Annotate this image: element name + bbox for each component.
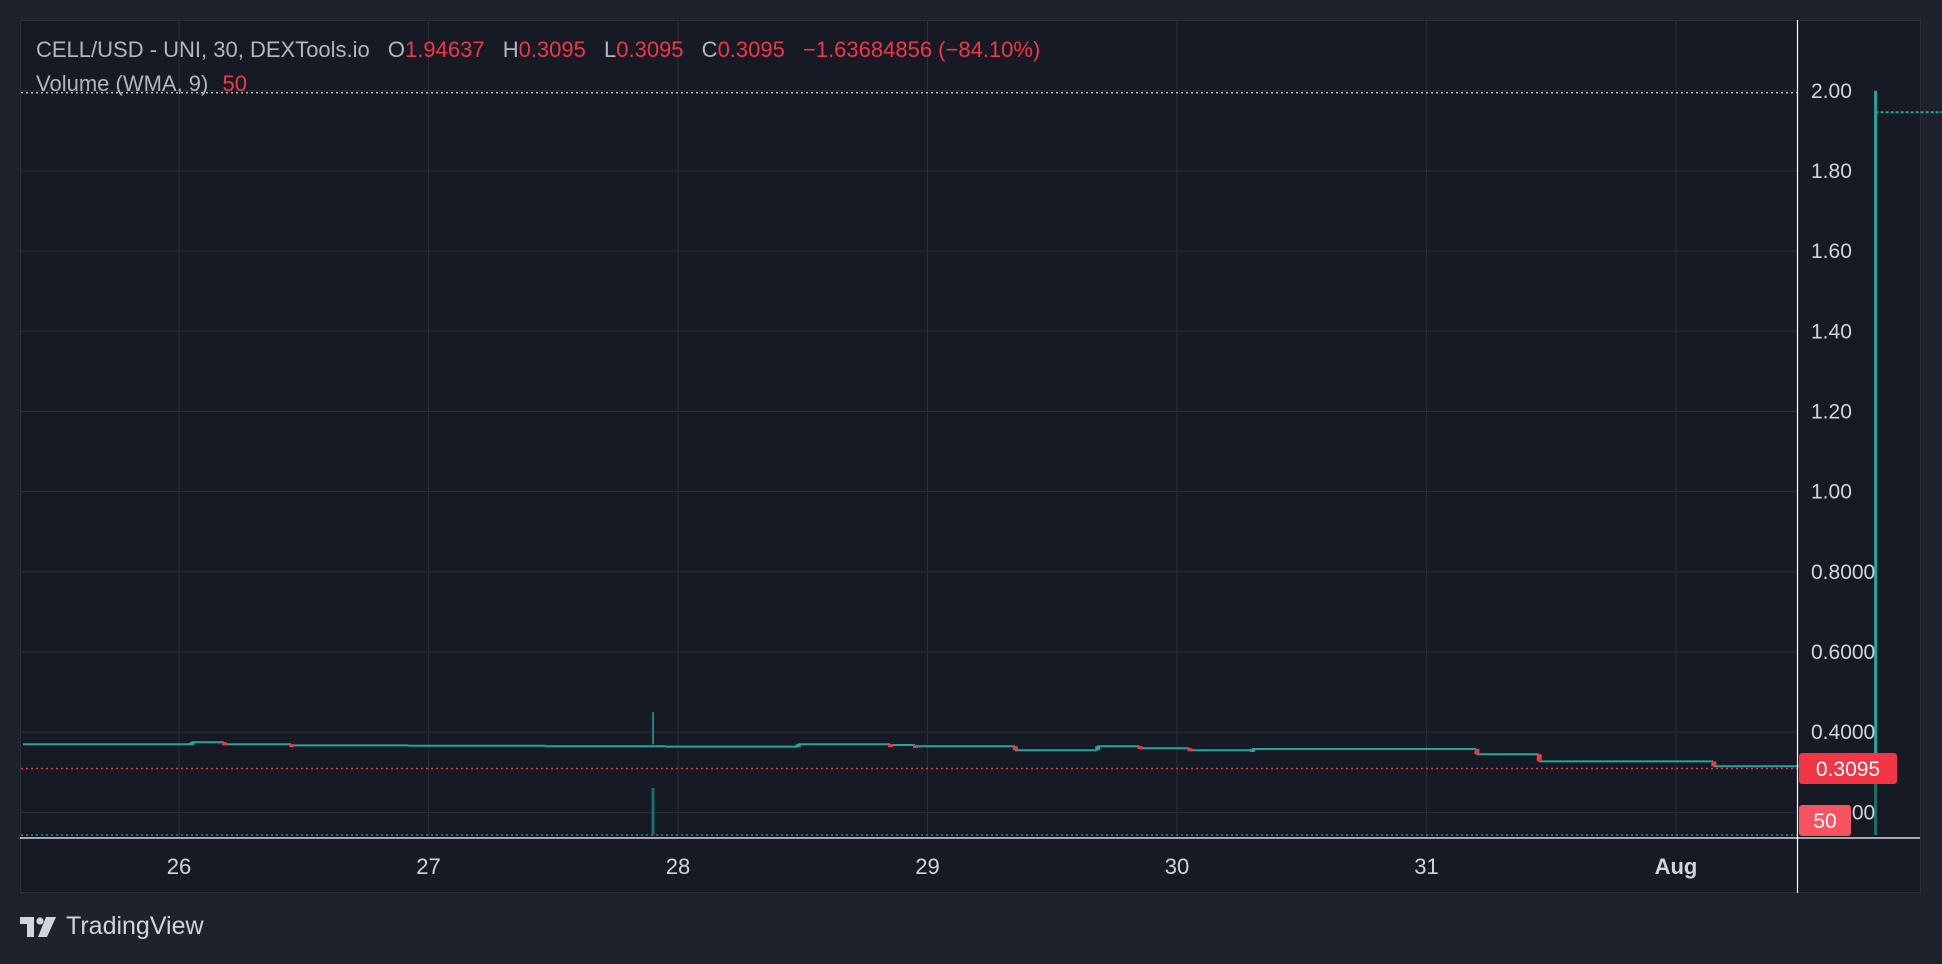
volume-series — [21, 756, 1878, 836]
x-tick-label: 26 — [167, 854, 191, 879]
symbol-label: CELL/USD - UNI, 30, DEXTools.io — [36, 37, 370, 62]
x-tick-label: 30 — [1165, 854, 1189, 879]
high-label: H — [502, 37, 519, 62]
y-tick-label: 1.00 — [1811, 481, 1852, 504]
volume-bar — [651, 788, 655, 835]
y-tick-label: 1.40 — [1811, 320, 1852, 343]
volume-tag: 50 — [1813, 810, 1836, 833]
open-value: 1.94637 — [405, 37, 485, 62]
last-price-tag: 0.3095 — [1816, 758, 1880, 781]
step-candle — [1249, 749, 1255, 753]
step-candle — [1137, 746, 1143, 750]
step-candle — [189, 742, 195, 746]
step-candle — [1187, 748, 1193, 752]
axes: 2.00 1.80 1.60 1.40 1.20 1.00 0.8000 0.6000 0.40… — [20, 20, 1920, 893]
low-label: L — [604, 37, 617, 62]
y-tick-label: 1.60 — [1811, 240, 1852, 263]
volume-bar — [1874, 756, 1878, 835]
y-tick-label: 1.80 — [1811, 160, 1852, 183]
x-tick-label: 29 — [915, 854, 939, 879]
grid-lines — [21, 21, 1797, 838]
step-candle — [289, 744, 295, 748]
step-candle — [913, 744, 919, 748]
last-price-tag-bg — [1799, 753, 1897, 784]
x-tick-label: 28 — [666, 854, 690, 879]
step-candle — [888, 744, 894, 748]
step-candle — [1474, 749, 1480, 755]
volume-label: Volume (WMA, 9) — [36, 71, 209, 96]
step-candle — [1012, 746, 1018, 751]
volume-tag-bg — [1799, 805, 1851, 836]
y-tick-label: 0.6000 — [1811, 641, 1875, 664]
price-tags: 0.3095 50 — [1799, 753, 1897, 836]
chart-panel[interactable] — [20, 20, 1921, 893]
price-series — [21, 90, 1942, 770]
step-candle — [1536, 754, 1542, 762]
open-label: O — [387, 37, 406, 62]
low-value: 0.3095 — [616, 37, 684, 62]
change-value: −1.63684856 (−84.10%) — [802, 37, 1041, 62]
step-candle — [221, 742, 227, 746]
step-candle — [795, 744, 801, 748]
y-tick-label: 0.4000 — [1811, 721, 1875, 744]
step-candle — [1711, 761, 1717, 767]
y-tick-label: 0.8000 — [1811, 561, 1875, 584]
close-label: C — [701, 37, 718, 62]
close-value: 0.3095 — [717, 37, 785, 62]
x-tick-label: Aug — [1655, 854, 1698, 879]
chart-legend: CELL/USD - UNI, 30, DEXTools.io O1.94637… — [36, 37, 1040, 63]
step-candle — [1095, 746, 1101, 751]
volume-legend: Volume (WMA, 9) 50 — [36, 71, 247, 97]
volume-value: 50 — [222, 71, 247, 96]
y-tick-label: 2.00 — [1811, 80, 1852, 103]
brand-name: TradingView — [66, 912, 204, 940]
y-tick-label: 1.20 — [1811, 400, 1852, 423]
x-tick-label: 31 — [1414, 854, 1438, 879]
tradingview-brand[interactable]: TradingView — [20, 912, 204, 941]
high-value: 0.3095 — [518, 37, 586, 62]
tradingview-logo-icon — [20, 916, 56, 937]
x-tick-label: 27 — [416, 854, 440, 879]
